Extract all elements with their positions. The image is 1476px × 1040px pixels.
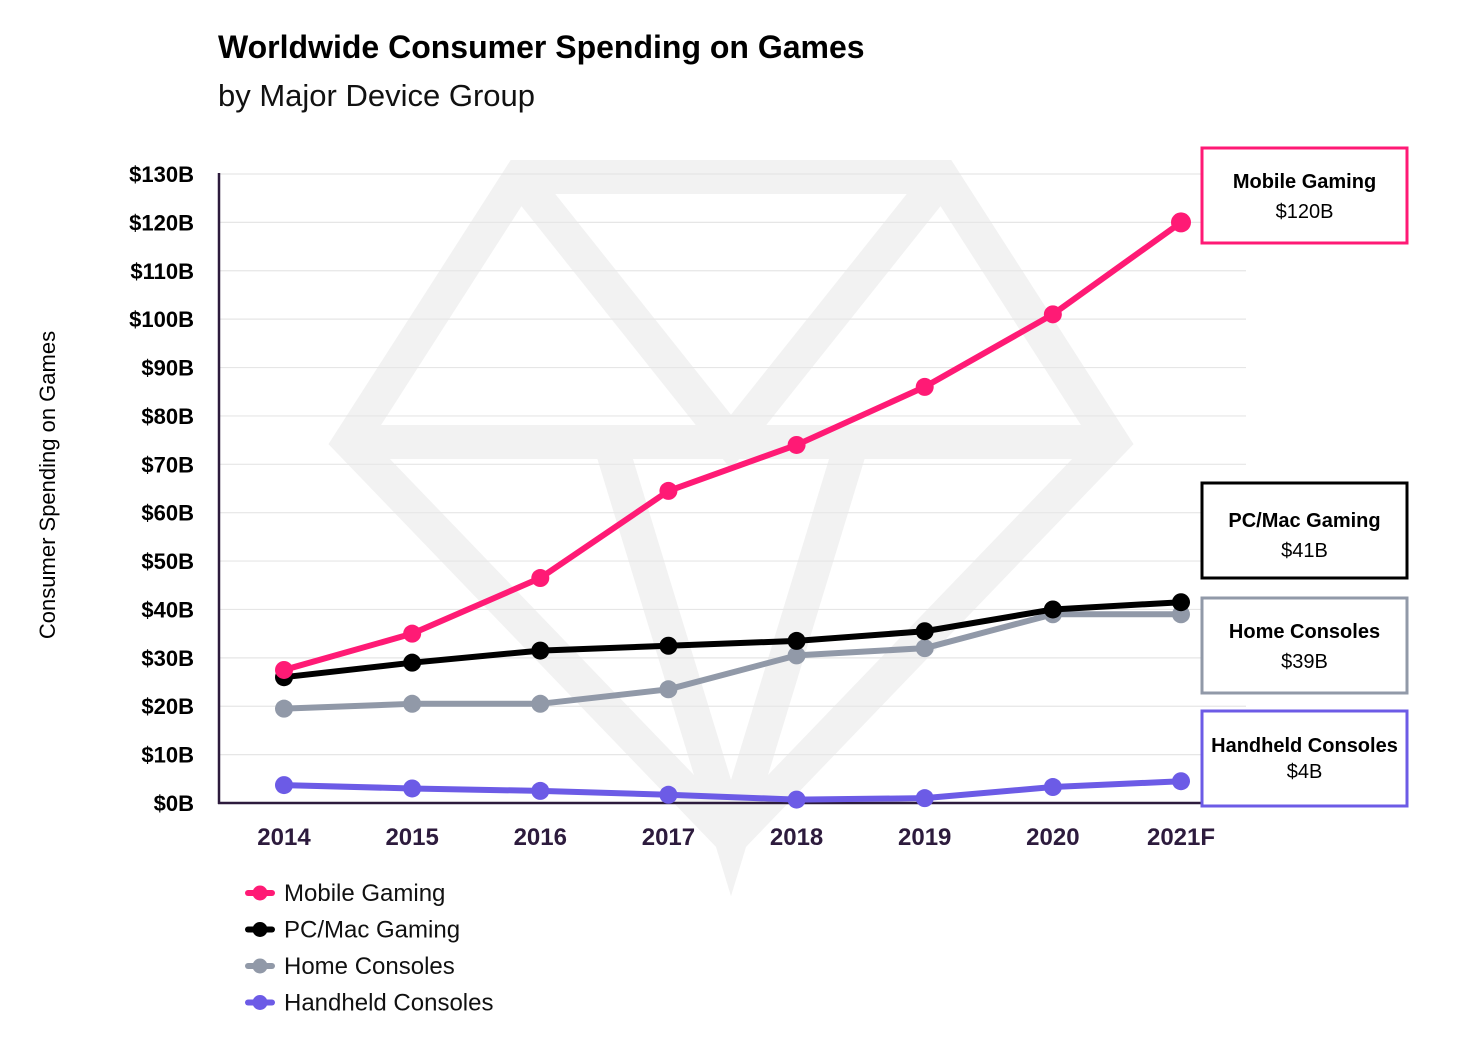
callout-box	[1200, 709, 1409, 808]
data-point	[915, 377, 934, 396]
data-point	[1172, 593, 1190, 612]
legend-item: Handheld Consoles	[245, 990, 493, 1017]
y-axis-ticks: $0B $10B $20B $30B $40B $50B $60B $70B $80B $90B $…	[129, 162, 194, 816]
legend-swatch-marker	[252, 885, 268, 901]
data-point	[403, 779, 422, 798]
callout-title: PC/Mac Gaming	[1228, 510, 1380, 532]
data-point	[787, 790, 806, 809]
data-point	[403, 694, 422, 713]
data-point	[1043, 778, 1062, 797]
y-tick-label: $50B	[141, 549, 194, 574]
data-point	[531, 641, 550, 660]
data-point	[531, 694, 550, 713]
legend-label: PC/Mac Gaming	[284, 917, 460, 944]
grid-lines	[219, 173, 1246, 756]
y-tick-label: $20B	[141, 694, 194, 719]
data-point	[659, 785, 678, 804]
y-tick-label: $60B	[141, 501, 194, 526]
x-axis-ticks: 2014 2015 2016 2017 2018 2019 2020 2021F	[257, 824, 1215, 851]
x-tick-label: 2021F	[1147, 824, 1215, 851]
data-point	[659, 481, 678, 500]
callout-value: $41B	[1281, 540, 1328, 562]
data-point	[403, 653, 422, 672]
y-tick-label: $120B	[129, 210, 194, 235]
callout-pc-mac-gaming: PC/Mac Gaming $41B	[1200, 481, 1409, 580]
x-tick-label: 2016	[514, 824, 567, 851]
y-tick-label: $100B	[129, 307, 194, 332]
x-tick-label: 2019	[898, 824, 951, 851]
callout-title: Handheld Consoles	[1211, 735, 1398, 757]
data-point	[1172, 772, 1190, 791]
y-tick-label: $30B	[141, 646, 194, 671]
callout-title: Home Consoles	[1229, 621, 1380, 643]
data-point	[275, 699, 293, 718]
legend-swatch-marker	[252, 922, 268, 937]
data-point	[659, 680, 678, 699]
series-line	[281, 778, 1184, 803]
series-pc-mac-gaming	[275, 593, 1190, 687]
data-point	[1043, 305, 1062, 324]
series-mobile-gaming	[275, 212, 1191, 679]
legend-swatch-marker	[252, 995, 268, 1010]
x-tick-label: 2017	[642, 824, 695, 851]
callout-handheld-consoles: Handheld Consoles $4B	[1200, 709, 1409, 808]
data-point	[915, 622, 934, 641]
legend-item: Mobile Gaming	[245, 880, 445, 907]
legend-item: Home Consoles	[245, 953, 455, 980]
chart-title: Worldwide Consumer Spending on Games	[218, 29, 865, 65]
data-point	[1043, 600, 1062, 619]
legend-item: PC/Mac Gaming	[245, 917, 460, 944]
callout-box	[1200, 481, 1409, 580]
x-tick-label: 2015	[385, 824, 438, 851]
callout-home-consoles: Home Consoles $39B	[1200, 596, 1409, 695]
callout-mobile-gaming: Mobile Gaming $120B	[1200, 146, 1409, 245]
chart-subtitle: by Major Device Group	[218, 78, 535, 113]
y-tick-label: $130B	[129, 162, 194, 187]
data-point	[787, 646, 806, 665]
data-point	[659, 636, 678, 655]
callout-box	[1200, 146, 1409, 245]
series-lines	[275, 212, 1191, 809]
y-tick-label: $40B	[141, 597, 194, 622]
series-line	[281, 219, 1184, 673]
x-tick-label: 2018	[770, 824, 823, 851]
legend-label: Handheld Consoles	[284, 990, 493, 1017]
data-point	[915, 789, 934, 808]
y-tick-label: $90B	[141, 356, 194, 381]
data-point	[275, 776, 293, 795]
series-handheld-consoles	[275, 772, 1190, 809]
legend-swatch-marker	[252, 958, 268, 974]
watermark-logo	[328, 160, 1134, 897]
data-point	[1171, 212, 1191, 233]
callout-boxes: Mobile Gaming $120B PC/Mac Gaming $41B Home …	[1200, 146, 1409, 808]
data-point	[787, 631, 806, 650]
y-tick-label: $80B	[141, 404, 194, 429]
data-point	[915, 639, 934, 658]
x-tick-label: 2014	[257, 824, 311, 851]
x-tick-label: 2020	[1026, 824, 1079, 851]
y-tick-label: $110B	[130, 259, 194, 284]
callout-value: $39B	[1281, 651, 1328, 673]
series-line	[281, 599, 1184, 681]
callout-value: $120B	[1276, 201, 1334, 223]
y-axis-label: Consumer Spending on Games	[35, 331, 60, 639]
data-point	[787, 435, 806, 454]
y-tick-label: $70B	[141, 452, 194, 477]
callout-box	[1200, 596, 1409, 695]
callout-value: $4B	[1287, 761, 1323, 783]
y-tick-label: $0B	[154, 791, 194, 816]
data-point	[531, 781, 550, 800]
legend: Mobile Gaming PC/Mac Gaming Home Consoles H…	[245, 880, 493, 1017]
legend-label: Mobile Gaming	[284, 880, 445, 907]
legend-label: Home Consoles	[284, 953, 455, 980]
callout-title: Mobile Gaming	[1233, 171, 1376, 193]
y-tick-label: $10B	[141, 743, 194, 768]
data-point	[531, 569, 550, 588]
series-line	[281, 611, 1184, 712]
data-point	[275, 660, 293, 679]
data-point	[403, 624, 422, 643]
